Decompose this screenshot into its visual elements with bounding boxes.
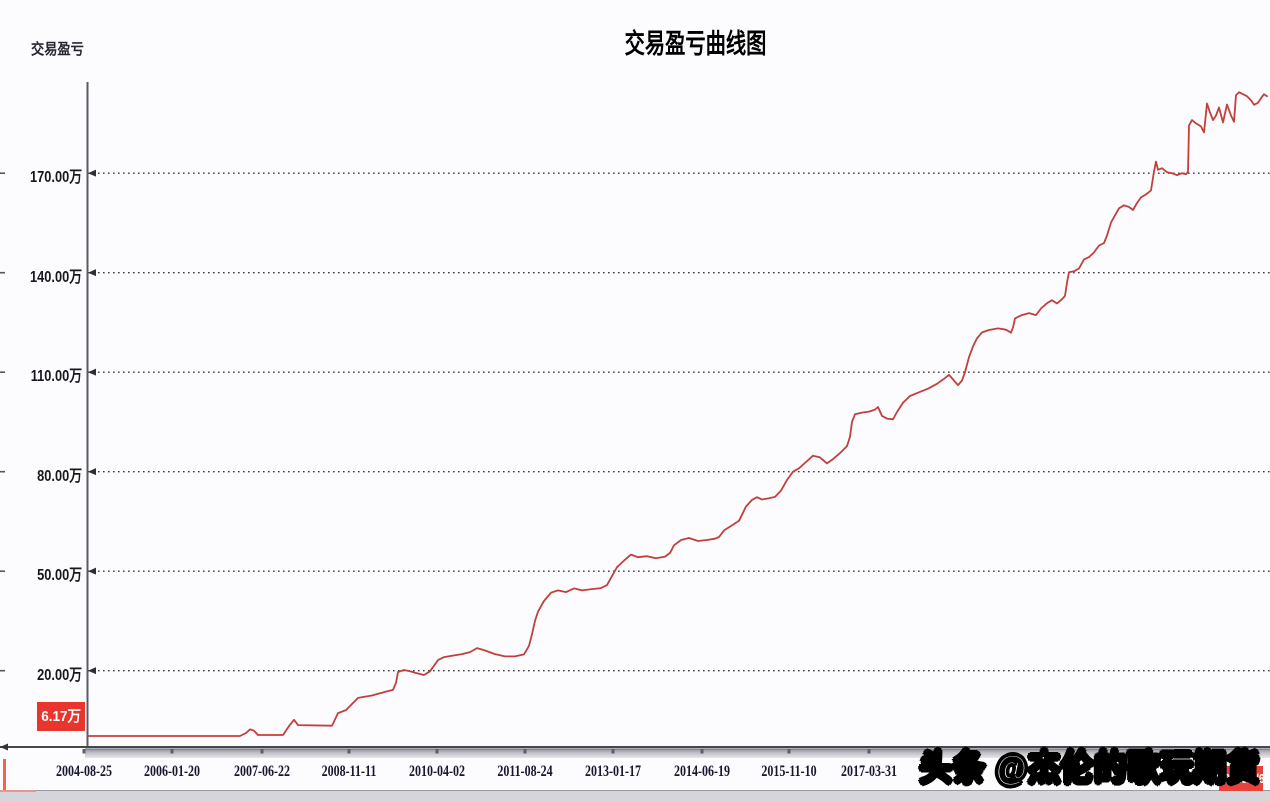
y-axis-label: 交易盈亏 (31, 41, 84, 58)
y-tick-label: 140.00万 (30, 269, 83, 286)
x-tick-label: 2011-08-24 (497, 763, 553, 780)
x-tick-notch (347, 749, 351, 754)
y-tick-label: 170.00万 (30, 169, 83, 186)
x-tick-label: 2010-04-02 (409, 763, 465, 780)
gridline-arrow (88, 567, 96, 575)
y-tick-label: 110.00万 (30, 368, 82, 385)
pnl-curve (87, 91, 1268, 737)
pnl-start-marker-badge: 6.17万 (37, 702, 85, 731)
x-tick-notch (523, 749, 527, 754)
y-tick-label: 80.00万 (37, 468, 82, 485)
x-tick-label: 2013-01-17 (585, 763, 641, 780)
y-tick-label: 50.00万 (37, 567, 82, 584)
chart-title: 交易盈亏曲线图 (624, 29, 766, 59)
x-tick-notch (435, 749, 439, 754)
x-tick-label: 2006-01-20 (144, 763, 200, 780)
x-tick-notch (260, 749, 264, 754)
x-tick-label: 2004-08-25 (56, 763, 112, 780)
x-tick-label: 2007-06-22 (234, 763, 290, 780)
gridline-arrow (88, 667, 96, 675)
x-tick-notch (867, 749, 871, 754)
x-tick-label: 2014-06-19 (674, 763, 730, 780)
bottom-left-red-accent (0, 790, 36, 792)
x-tick-notch (611, 749, 615, 754)
left-edge-red-tick (3, 759, 6, 790)
watermark-text: 头条 @杰伦的歌玩期货 (919, 748, 1260, 789)
gridline-arrow (88, 468, 96, 476)
y-tick-label: 20.00万 (37, 667, 82, 684)
x-tick-label: 2017-03-31 (841, 763, 897, 780)
x-tick-notch (82, 749, 86, 754)
gridline-arrow (88, 368, 96, 376)
end-date-badge: 2023/6/6 (1219, 766, 1263, 791)
x-tick-label: 2008-11-11 (321, 763, 377, 780)
x-tick-label: 2015-11-10 (761, 763, 817, 780)
time-scrollbar[interactable] (85, 749, 1270, 758)
gridline-arrow (88, 269, 96, 277)
bottom-band (0, 790, 1270, 802)
x-axis-left-arrow (0, 743, 8, 751)
gridline-arrow (88, 169, 96, 177)
x-tick-notch (700, 749, 704, 754)
x-tick-notch (170, 749, 174, 754)
x-tick-notch (787, 749, 791, 754)
